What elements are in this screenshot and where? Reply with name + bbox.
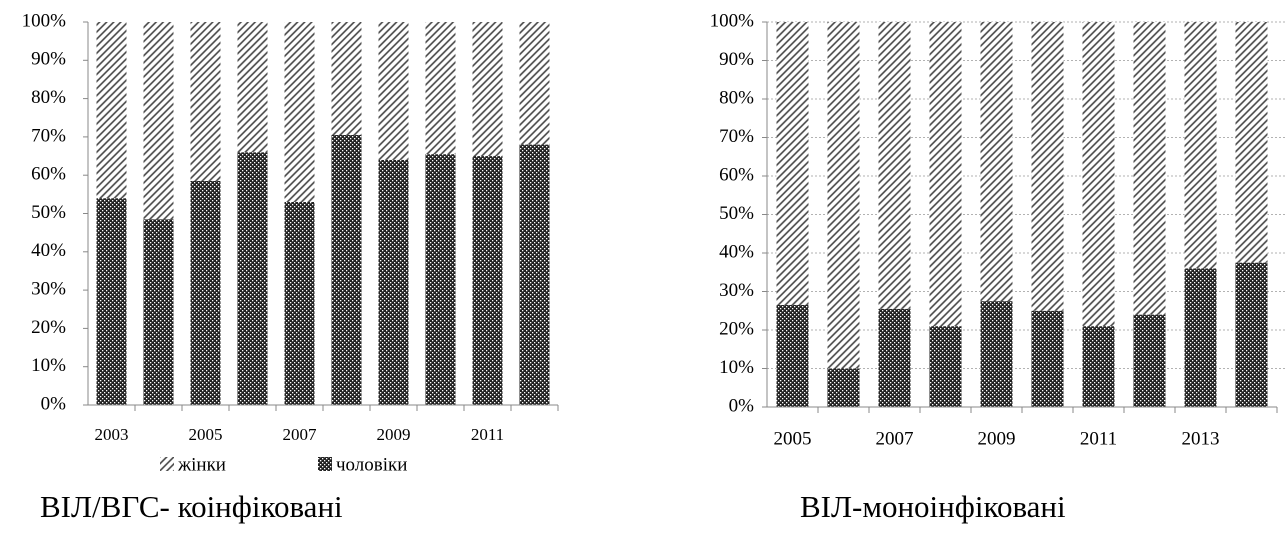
bar-segment — [284, 22, 315, 203]
x-tick-label: 2003 — [95, 425, 129, 444]
bar-segment — [1082, 22, 1115, 327]
bar-segment — [827, 368, 860, 407]
bar-segment — [331, 22, 362, 135]
bar-segment — [237, 152, 268, 405]
bar-segment — [96, 198, 127, 405]
bar-segment — [472, 22, 503, 157]
y-tick-label: 50% — [31, 202, 66, 223]
bar-segment — [96, 22, 127, 199]
y-tick-label: 50% — [719, 203, 754, 224]
x-tick-label: 2009 — [377, 425, 411, 444]
bar-segment — [190, 180, 221, 405]
y-tick-label: 40% — [719, 241, 754, 262]
bar-segment — [776, 22, 809, 305]
bar-segment — [237, 22, 268, 153]
y-tick-label: 80% — [31, 87, 66, 108]
bar-segment — [1235, 22, 1268, 263]
y-tick-label: 40% — [31, 240, 66, 261]
legend-swatch — [318, 457, 332, 471]
chart-caption: ВІЛ/ВГС- коінфіковані — [40, 489, 343, 524]
bar-segment — [519, 22, 550, 145]
y-tick-label: 100% — [22, 10, 67, 31]
bar-segment — [878, 308, 911, 407]
bar-segment — [425, 154, 456, 405]
legend-swatch — [160, 457, 174, 471]
y-tick-label: 0% — [729, 395, 755, 416]
bar-segment — [1133, 22, 1166, 315]
bar-segment — [1031, 22, 1064, 311]
x-tick-label: 2013 — [1182, 428, 1220, 449]
chart-caption: ВІЛ-моноінфіковані — [800, 489, 1066, 524]
x-tick-label: 2011 — [1080, 428, 1117, 449]
x-tick-label: 2011 — [471, 425, 504, 444]
y-tick-label: 20% — [719, 318, 754, 339]
bar-segment — [929, 326, 962, 407]
bar-segment — [284, 202, 315, 405]
bar-segment — [519, 144, 550, 405]
legend-label: чоловіки — [336, 454, 407, 475]
bar-segment — [378, 159, 409, 405]
bar-segment — [472, 156, 503, 405]
y-tick-label: 10% — [31, 355, 66, 376]
y-tick-label: 60% — [719, 164, 754, 185]
bar-segment — [1082, 326, 1115, 407]
bar-segment — [331, 134, 362, 406]
bar-segment — [980, 22, 1013, 302]
bar-segment — [776, 304, 809, 407]
bar-segment — [425, 22, 456, 155]
bar-segment — [143, 22, 174, 220]
y-tick-label: 90% — [31, 49, 66, 70]
bar-segment — [1235, 262, 1268, 407]
x-tick-label: 2007 — [283, 425, 318, 444]
bar-segment — [929, 22, 962, 327]
bar-segment — [1031, 310, 1064, 407]
y-tick-label: 100% — [710, 10, 755, 31]
bar-segment — [878, 22, 911, 309]
y-tick-label: 30% — [31, 278, 66, 299]
bar-segment — [980, 301, 1013, 407]
y-tick-label: 20% — [31, 317, 66, 338]
bar-segment — [1184, 268, 1217, 407]
y-tick-label: 70% — [719, 126, 754, 147]
y-tick-label: 30% — [719, 280, 754, 301]
y-tick-label: 70% — [31, 125, 66, 146]
bar-segment — [190, 22, 221, 181]
x-tick-label: 2005 — [189, 425, 223, 444]
y-tick-label: 80% — [719, 87, 754, 108]
y-tick-label: 0% — [41, 393, 67, 414]
y-tick-label: 10% — [719, 357, 754, 378]
x-tick-label: 2007 — [876, 428, 914, 449]
y-tick-label: 60% — [31, 164, 66, 185]
x-tick-label: 2005 — [774, 428, 812, 449]
x-tick-label: 2009 — [978, 428, 1016, 449]
y-tick-label: 90% — [719, 49, 754, 70]
bar-segment — [1184, 22, 1217, 269]
bar-segment — [378, 22, 409, 160]
bar-segment — [827, 22, 860, 369]
legend-label: жінки — [177, 454, 226, 475]
bar-segment — [143, 219, 174, 405]
bar-segment — [1133, 314, 1166, 407]
